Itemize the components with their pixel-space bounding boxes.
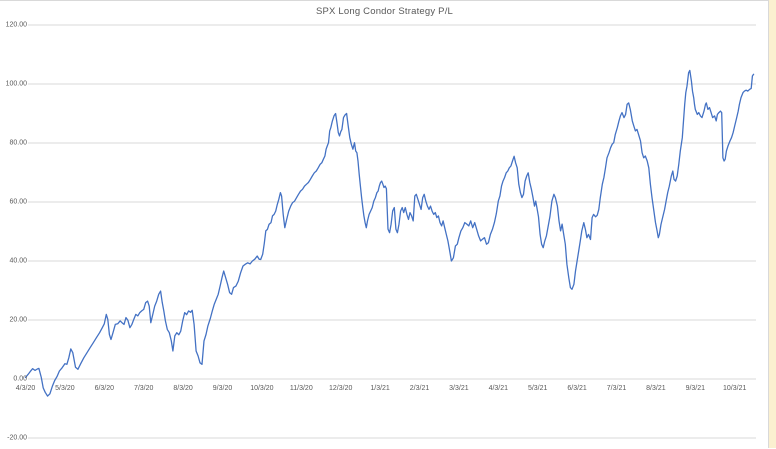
x-axis-tick-label: 5/3/21 — [527, 385, 548, 392]
pl-series-line[interactable] — [24, 69, 755, 397]
x-axis-tick-label: 12/3/20 — [329, 385, 353, 392]
x-axis-tick-label: 8/3/20 — [173, 385, 193, 392]
x-axis-tick-label: 5/3/20 — [55, 385, 75, 392]
x-axis-tick-label: 9/3/20 — [212, 385, 233, 392]
y-axis-tick-label: 20.00 — [9, 316, 27, 324]
y-axis-tick-label: 100.00 — [5, 80, 27, 88]
y-axis-tick-label: 60.00 — [9, 198, 27, 206]
x-axis-tick-label: 10/3/20 — [250, 385, 274, 392]
y-axis-tick-label: -20.00 — [7, 434, 27, 442]
x-axis-tick-label: 2/3/21 — [409, 385, 430, 392]
gridlines — [28, 24, 756, 439]
y-axis-tick-label: 40.00 — [9, 257, 27, 265]
x-axis-tick-label: 3/3/21 — [449, 385, 469, 392]
x-axis-tick-label: 4/3/20 — [15, 385, 36, 392]
y-axis-tick-label: 80.00 — [9, 139, 27, 147]
x-axis-tick-label: 9/3/21 — [685, 385, 706, 392]
x-axis-tick-label: 4/3/21 — [488, 385, 509, 392]
x-axis-tick-label: 11/3/20 — [289, 385, 313, 392]
chart-title[interactable]: SPX Long Condor Strategy P/L — [315, 6, 454, 17]
x-axis-tick-label: 6/3/21 — [567, 385, 587, 392]
x-axis-tick-label: 6/3/20 — [94, 385, 115, 392]
y-axis-tick-label: 0.00 — [13, 375, 27, 383]
x-axis-tick-label: 7/3/20 — [133, 385, 154, 392]
x-axis-tick-label: 8/3/21 — [646, 385, 666, 392]
worksheet-background — [769, 0, 776, 448]
x-axis-tick-label: 1/3/21 — [370, 385, 390, 392]
x-axis-tick-label: 7/3/21 — [606, 385, 627, 392]
x-axis-tick-label: 10/3/21 — [723, 385, 747, 392]
y-axis-tick-label: 120.00 — [5, 21, 27, 29]
